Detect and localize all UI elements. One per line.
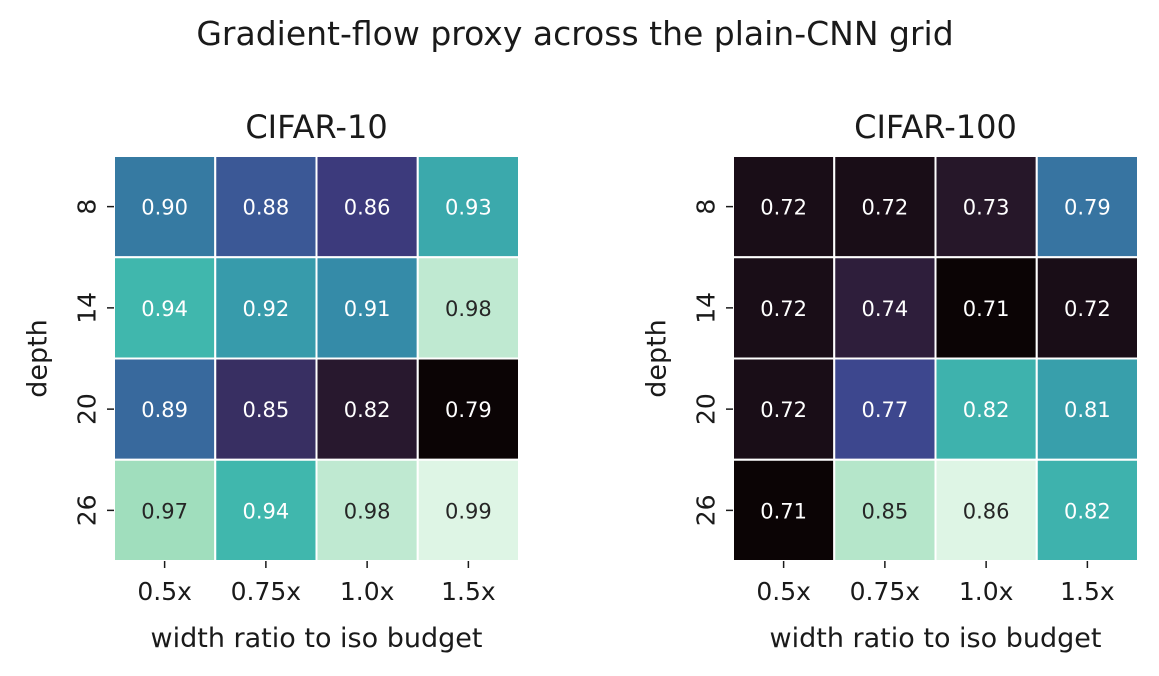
heatmap-cell	[732, 458, 836, 562]
cell-value-label: 0.71	[760, 499, 807, 523]
x-tick-label: 1.0x	[959, 577, 1014, 606]
heatmap-cell	[934, 256, 1038, 360]
y-tick-label: 26	[73, 494, 102, 526]
cell-value-label: 0.72	[861, 196, 908, 220]
heatmap-panel-2: CIFAR-100 0.72 0.72 0.73 0.79 0.72 0.74 0.71 0.7…	[642, 108, 1139, 654]
cell-value-label: 0.93	[445, 196, 492, 220]
cell-value-label: 0.72	[1064, 297, 1111, 321]
x-tick-label: 1.5x	[1060, 577, 1115, 606]
y-axis-label: depth	[23, 319, 54, 398]
x-tick-label: 0.75x	[231, 577, 301, 606]
cell-value-label: 0.72	[760, 398, 807, 422]
x-tick-label: 1.0x	[340, 577, 395, 606]
x-tick-label: 0.5x	[137, 577, 192, 606]
panel-title: CIFAR-10	[245, 108, 387, 146]
heatmap-cell	[1035, 256, 1139, 360]
heatmap-panel-1: CIFAR-10 0.90 0.88 0.86 0.93 0.94 0.92 0.91 0.98…	[23, 108, 520, 654]
cell-value-label: 0.94	[141, 297, 188, 321]
cell-value-label: 0.81	[1064, 398, 1111, 422]
y-axis-label: depth	[642, 319, 673, 398]
x-tick-label: 0.75x	[850, 577, 920, 606]
heatmap-cell	[934, 357, 1038, 461]
cell-value-label: 0.79	[445, 398, 492, 422]
y-tick-label: 8	[73, 199, 102, 215]
cell-value-label: 0.77	[861, 398, 908, 422]
cell-value-label: 0.92	[242, 297, 289, 321]
cell-value-label: 0.90	[141, 196, 188, 220]
cell-value-label: 0.97	[141, 499, 188, 523]
heatmap-cell	[934, 155, 1038, 259]
cell-value-label: 0.72	[760, 297, 807, 321]
panel-title: CIFAR-100	[854, 108, 1017, 146]
cell-value-label: 0.89	[141, 398, 188, 422]
y-tick-label: 14	[692, 292, 721, 324]
y-tick-label: 8	[692, 199, 721, 215]
figure-title: Gradient-flow proxy across the plain-CNN…	[196, 14, 954, 53]
heatmap-cell	[833, 155, 937, 259]
cell-value-label: 0.71	[963, 297, 1010, 321]
cell-value-label: 0.94	[242, 499, 289, 523]
cell-value-label: 0.98	[445, 297, 492, 321]
heatmap-cell	[732, 256, 836, 360]
y-tick-label: 20	[73, 393, 102, 425]
heatmap-cell	[214, 357, 318, 461]
heatmap-cell	[315, 458, 419, 562]
cell-value-label: 0.85	[242, 398, 289, 422]
cell-value-label: 0.98	[344, 499, 391, 523]
cell-value-label: 0.74	[861, 297, 908, 321]
cell-value-label: 0.85	[861, 499, 908, 523]
x-axis-label: width ratio to iso budget	[770, 623, 1102, 654]
cell-value-label: 0.91	[344, 297, 391, 321]
cell-value-label: 0.82	[1064, 499, 1111, 523]
cell-value-label: 0.86	[344, 196, 391, 220]
heatmap-cell	[416, 458, 520, 562]
cell-value-label: 0.86	[963, 499, 1010, 523]
heatmap-cell	[315, 155, 419, 259]
cell-value-label: 0.82	[344, 398, 391, 422]
y-tick-label: 14	[73, 292, 102, 324]
x-tick-label: 1.5x	[441, 577, 496, 606]
cell-value-label: 0.73	[963, 196, 1010, 220]
heatmap-cell	[416, 256, 520, 360]
heatmap-cell	[214, 458, 318, 562]
heatmap-cell	[1035, 155, 1139, 259]
cell-value-label: 0.99	[445, 499, 492, 523]
heatmap-cell	[833, 256, 937, 360]
x-axis-label: width ratio to iso budget	[151, 623, 483, 654]
heatmap-cell	[113, 155, 217, 259]
cell-value-label: 0.72	[760, 196, 807, 220]
y-tick-label: 20	[692, 393, 721, 425]
y-tick-label: 26	[692, 494, 721, 526]
cell-value-label: 0.88	[242, 196, 289, 220]
heatmap-cell	[1035, 357, 1139, 461]
cell-value-label: 0.82	[963, 398, 1010, 422]
heatmap-cell	[214, 155, 318, 259]
heatmap-cell	[416, 357, 520, 461]
cell-value-label: 0.79	[1064, 196, 1111, 220]
x-tick-label: 0.5x	[756, 577, 811, 606]
